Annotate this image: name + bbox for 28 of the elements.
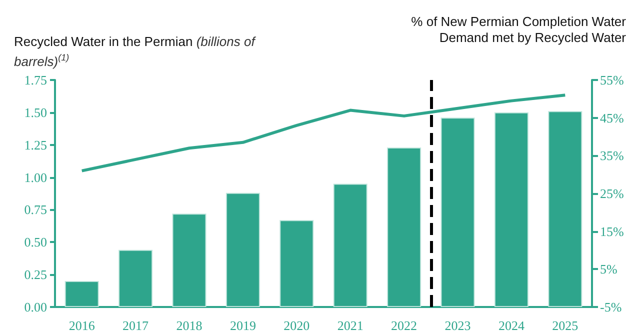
y2-tick-label: 55% xyxy=(600,72,624,88)
y2-tick-label: 45% xyxy=(600,110,624,126)
x-tick-label: 2016 xyxy=(68,318,96,333)
y-tick-label: 1.75 xyxy=(24,72,47,88)
y-tick-label: 0.75 xyxy=(24,202,47,218)
x-tick-label: 2018 xyxy=(176,318,202,333)
y-tick-label: 1.25 xyxy=(24,137,47,152)
line-series xyxy=(80,94,567,172)
y-tick-label: 0.50 xyxy=(24,234,47,250)
y-tick-label: 0.25 xyxy=(24,267,47,282)
y-tick-label: 1.50 xyxy=(24,104,47,120)
x-tick-label: 2024 xyxy=(498,318,525,333)
y2-tick-label: 15% xyxy=(600,224,624,239)
y2-axis-title: % of New Permian Completion Water Demand met by Recycled Water xyxy=(410,14,626,46)
y2-tick-label: 35% xyxy=(600,148,624,164)
x-tick-label: 2025 xyxy=(552,318,578,333)
x-tick-label: 2023 xyxy=(444,318,471,333)
x-tick-label: 2019 xyxy=(230,318,256,333)
x-tick-label: 2021 xyxy=(337,318,364,333)
text: Recycled Water in the Permian (billions of barrels)$^{(1)}$ xyxy=(14,34,255,70)
x-tick-label: 2017 xyxy=(122,318,150,333)
y2-tick-label: -5% xyxy=(600,300,622,314)
y2-tick-label: 25% xyxy=(600,186,624,201)
y-tick-label: 1.00 xyxy=(24,170,47,185)
x-tick-label: 2022 xyxy=(391,318,418,333)
x-tick-label: 2020 xyxy=(284,318,310,333)
y-tick-label: 0.00 xyxy=(24,300,47,314)
y2-tick-label: 5% xyxy=(600,262,618,277)
